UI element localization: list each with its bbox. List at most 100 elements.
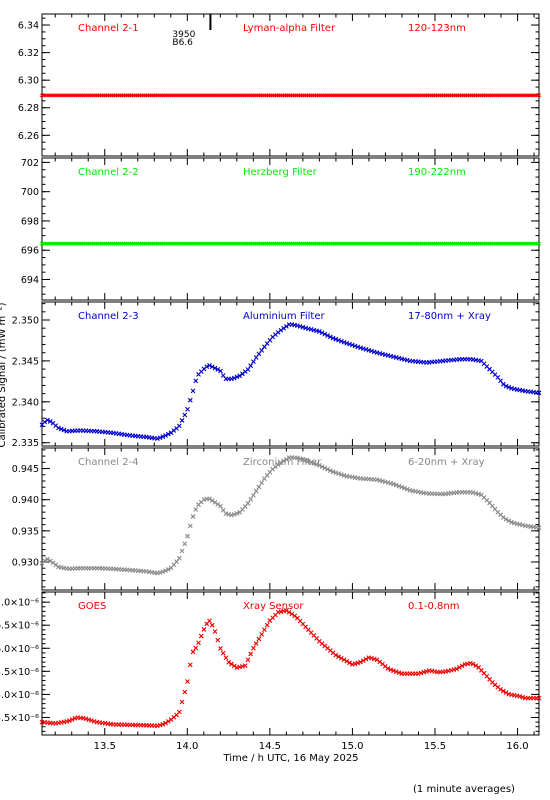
data-point — [256, 351, 262, 357]
data-point — [56, 425, 61, 431]
data-point — [215, 637, 221, 643]
data-point — [262, 627, 267, 633]
data-point — [325, 466, 330, 472]
y-tick-label: 4.5×10⁻⁶ — [0, 713, 39, 724]
panel-label: GOES — [78, 601, 106, 612]
data-point — [333, 652, 339, 658]
data-point — [212, 629, 218, 634]
data-point — [248, 496, 254, 502]
data-point — [399, 484, 405, 490]
event-label-top: 3950 — [172, 30, 195, 40]
panel-label: Channel 2-4 — [78, 457, 139, 468]
data-point — [311, 460, 317, 466]
y-tick-label: 6.30 — [18, 76, 39, 87]
data-point — [286, 609, 292, 615]
event-label-bottom: B6.6 — [172, 38, 193, 48]
data-point — [165, 718, 171, 724]
data-point — [245, 657, 251, 663]
data-point — [396, 483, 402, 489]
data-point — [248, 651, 254, 657]
data-point — [360, 658, 366, 664]
data-point — [226, 659, 232, 665]
data-point — [253, 488, 259, 494]
data-point — [473, 663, 479, 668]
data-point — [336, 337, 341, 343]
data-point — [248, 363, 254, 369]
y-tick-label: 696 — [21, 246, 39, 257]
data-point — [327, 334, 333, 340]
panel-goes-xray: 4.5×10⁻⁶ 5.0×10⁻⁶ 5.5×10⁻⁶ 6.0×10⁻⁶ 6.5×10⁻⁶… — [0, 591, 542, 736]
data-point — [319, 464, 325, 470]
data-point — [385, 666, 391, 671]
data-point — [393, 669, 399, 675]
data-point — [325, 333, 330, 338]
data-series — [39, 455, 542, 576]
data-point — [396, 670, 402, 675]
data-point — [185, 533, 190, 539]
data-point — [212, 365, 218, 371]
data-point — [281, 458, 287, 464]
x-tick-label: 15.5 — [424, 741, 446, 752]
data-point — [303, 457, 308, 463]
data-point — [509, 519, 514, 525]
y-tick-label: 6.32 — [18, 48, 39, 59]
data-point — [209, 498, 215, 504]
data-point — [338, 655, 344, 661]
data-point — [347, 660, 352, 666]
data-point — [316, 463, 322, 468]
y-tick-label: 6.34 — [18, 21, 39, 32]
data-point — [536, 390, 542, 396]
data-point — [336, 654, 341, 660]
data-point — [201, 627, 207, 632]
data-point — [506, 518, 512, 524]
data-point — [176, 709, 182, 715]
data-point — [327, 468, 333, 473]
data-point — [503, 383, 509, 389]
data-point — [316, 329, 322, 334]
panel-frame — [41, 447, 540, 591]
data-point — [218, 646, 223, 651]
data-point — [193, 645, 199, 651]
data-point — [160, 721, 166, 727]
data-point — [245, 367, 251, 372]
data-point — [344, 340, 350, 346]
data-point — [231, 511, 237, 517]
panel-label: Channel 2-2 — [78, 167, 139, 178]
data-point — [196, 640, 201, 646]
data-series — [40, 241, 541, 246]
data-point — [218, 368, 223, 374]
panel-label: 0.1-0.8nm — [408, 601, 460, 612]
y-tick-label: 2.340 — [12, 397, 39, 408]
data-point — [336, 471, 341, 477]
data-point — [179, 548, 185, 554]
data-point — [264, 622, 270, 628]
data-point — [212, 500, 218, 505]
y-tick-label: 0.940 — [12, 495, 39, 506]
data-point — [253, 641, 259, 646]
panel-frame — [41, 13, 540, 157]
data-point — [187, 662, 193, 668]
data-point — [259, 631, 265, 637]
panel-label: Lyman-alpha Filter — [243, 23, 336, 34]
data-point — [231, 375, 237, 381]
panel-label: Zirconium Filter — [243, 457, 322, 468]
panel-frame — [41, 591, 540, 736]
data-point — [506, 384, 512, 390]
data-series — [40, 93, 541, 98]
data-point — [245, 500, 251, 506]
data-point — [179, 699, 185, 705]
data-point — [454, 666, 460, 672]
data-point — [69, 717, 75, 722]
data-point — [349, 342, 355, 348]
data-point — [355, 344, 361, 350]
data-point — [67, 718, 72, 724]
data-series — [39, 322, 542, 441]
x-tick-label: 14.5 — [259, 741, 281, 752]
data-point — [242, 663, 248, 668]
data-point — [278, 460, 284, 466]
panel-label: Xray Sensor — [243, 601, 304, 612]
data-point — [157, 435, 163, 441]
data-point — [459, 663, 465, 669]
y-tick-label: 698 — [21, 216, 39, 227]
